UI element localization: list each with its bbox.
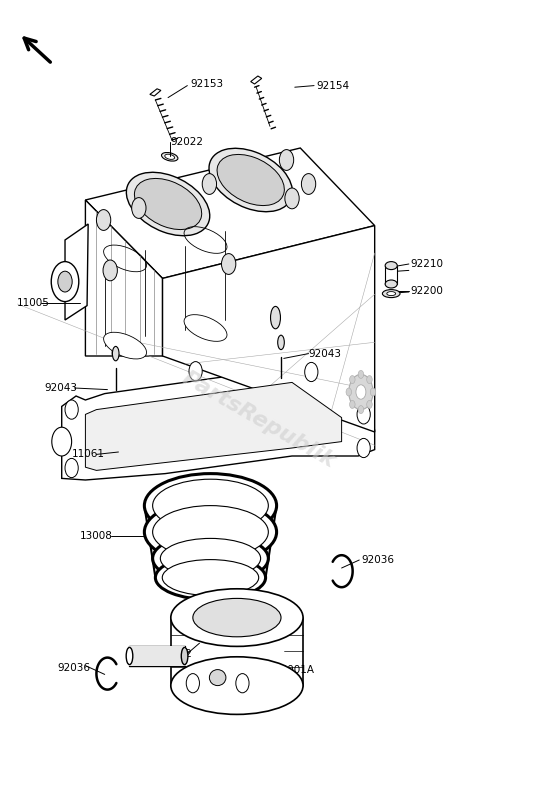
Circle shape	[346, 388, 352, 396]
Circle shape	[349, 374, 373, 410]
Ellipse shape	[144, 474, 277, 538]
Ellipse shape	[217, 154, 284, 206]
Polygon shape	[163, 226, 375, 432]
Ellipse shape	[153, 534, 268, 583]
Text: PartsRepublik: PartsRepublik	[179, 368, 339, 472]
Ellipse shape	[104, 332, 147, 359]
Circle shape	[356, 385, 366, 399]
Ellipse shape	[385, 280, 397, 288]
Bar	[129, 646, 185, 666]
Circle shape	[279, 150, 294, 170]
Ellipse shape	[209, 670, 226, 686]
Ellipse shape	[126, 647, 133, 665]
Circle shape	[370, 388, 376, 396]
Ellipse shape	[160, 538, 261, 578]
Circle shape	[367, 401, 372, 409]
Ellipse shape	[278, 335, 284, 350]
Circle shape	[222, 254, 236, 274]
Polygon shape	[150, 89, 161, 96]
Ellipse shape	[209, 148, 293, 212]
Ellipse shape	[161, 153, 178, 161]
Circle shape	[357, 438, 370, 458]
Circle shape	[357, 405, 370, 424]
Circle shape	[285, 188, 299, 209]
Ellipse shape	[165, 154, 175, 159]
Text: 92036: 92036	[361, 555, 394, 565]
Ellipse shape	[271, 306, 280, 329]
Ellipse shape	[193, 598, 281, 637]
Circle shape	[65, 400, 78, 419]
Ellipse shape	[126, 172, 210, 236]
Bar	[385, 266, 397, 284]
Circle shape	[236, 674, 249, 693]
Ellipse shape	[155, 555, 266, 600]
Text: 13001A: 13001A	[274, 665, 315, 674]
Ellipse shape	[171, 657, 303, 714]
Polygon shape	[85, 382, 342, 470]
Ellipse shape	[153, 479, 268, 532]
Polygon shape	[65, 224, 88, 320]
Circle shape	[51, 262, 79, 302]
Ellipse shape	[153, 506, 268, 558]
Circle shape	[103, 260, 117, 281]
Text: 92043: 92043	[44, 383, 77, 393]
Circle shape	[301, 174, 316, 194]
Ellipse shape	[382, 290, 400, 298]
Text: 11061: 11061	[72, 450, 105, 459]
Circle shape	[367, 375, 372, 383]
Ellipse shape	[162, 560, 259, 595]
Circle shape	[52, 427, 72, 456]
Circle shape	[358, 370, 364, 378]
Circle shape	[358, 406, 364, 414]
Ellipse shape	[144, 500, 277, 564]
Text: 11005: 11005	[17, 298, 50, 308]
Text: 92200: 92200	[410, 286, 444, 296]
Circle shape	[186, 674, 199, 693]
Circle shape	[58, 271, 72, 292]
Circle shape	[349, 375, 355, 383]
Polygon shape	[62, 366, 375, 480]
Text: 92210: 92210	[410, 259, 444, 269]
Text: 13008: 13008	[80, 531, 113, 541]
Polygon shape	[85, 148, 375, 278]
Polygon shape	[85, 200, 163, 356]
Circle shape	[65, 458, 78, 478]
Text: 92043: 92043	[309, 349, 342, 358]
Text: 92036: 92036	[58, 663, 91, 673]
Circle shape	[305, 362, 318, 382]
Ellipse shape	[181, 647, 188, 665]
Ellipse shape	[171, 589, 303, 646]
Polygon shape	[251, 76, 262, 84]
Text: 92154: 92154	[317, 81, 350, 90]
Text: 92022: 92022	[171, 137, 204, 146]
Ellipse shape	[134, 178, 202, 230]
Ellipse shape	[385, 262, 397, 270]
Ellipse shape	[112, 346, 119, 361]
Circle shape	[202, 174, 217, 194]
Text: 92153: 92153	[190, 79, 223, 89]
Ellipse shape	[387, 292, 396, 296]
Circle shape	[132, 198, 146, 218]
Ellipse shape	[184, 314, 227, 342]
Circle shape	[96, 210, 111, 230]
Circle shape	[189, 362, 202, 381]
Circle shape	[349, 401, 355, 409]
Text: 13002: 13002	[160, 649, 193, 658]
